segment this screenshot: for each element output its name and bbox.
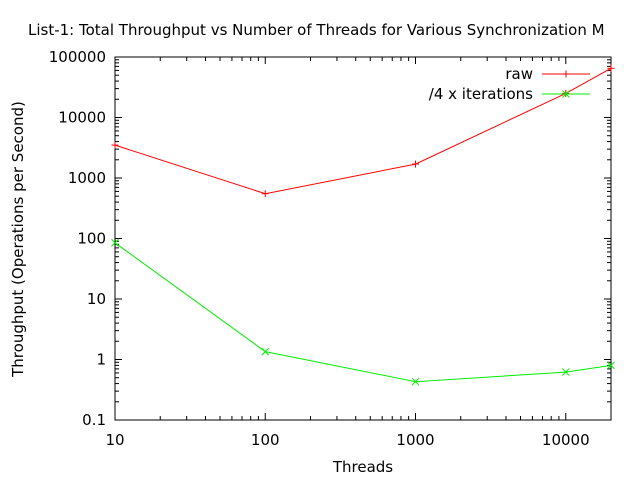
y-tick-label: 1 — [96, 351, 106, 369]
y-axis: 0.1 1 10 100 1000 10000 100000 — [49, 48, 611, 429]
plot-border — [114, 56, 612, 421]
x-tick-label: 10000 — [542, 431, 590, 449]
data-point — [412, 160, 420, 168]
legend-marker — [562, 70, 570, 78]
x-tick-label: 10 — [105, 431, 124, 449]
x-tick-label: 1000 — [396, 431, 434, 449]
x-tick-label: 100 — [251, 431, 280, 449]
data-point — [261, 190, 269, 198]
series-line-1 — [114, 67, 612, 195]
data-point — [411, 377, 420, 386]
y-tick-label: 10000 — [58, 109, 106, 127]
data-point — [607, 361, 615, 370]
legend-label: raw — [505, 65, 533, 83]
data-point — [111, 141, 119, 149]
chart-title: List-1: Total Throughput vs Number of Th… — [28, 21, 605, 39]
data-point — [561, 368, 570, 376]
y-tick-label: 10 — [87, 290, 106, 308]
series-line-2 — [114, 242, 612, 383]
legend: raw/4 x iterations — [429, 65, 590, 103]
legend-label: /4 x iterations — [429, 85, 533, 103]
y-tick-label: 100 — [77, 230, 106, 248]
x-axis-label: Threads — [332, 458, 393, 476]
data-point — [261, 347, 270, 356]
data-point — [607, 64, 615, 72]
legend-marker — [562, 90, 570, 98]
data-point — [111, 238, 119, 247]
x-axis: 10 100 1000 10000 — [105, 57, 590, 449]
y-axis-label: Throughput (Operations per Second) — [9, 101, 27, 378]
plot-area — [111, 64, 615, 386]
y-tick-label: 100000 — [49, 48, 106, 66]
y-tick-label: 0.1 — [82, 411, 106, 429]
y-tick-label: 1000 — [68, 169, 106, 187]
plot-frame — [114, 56, 612, 421]
